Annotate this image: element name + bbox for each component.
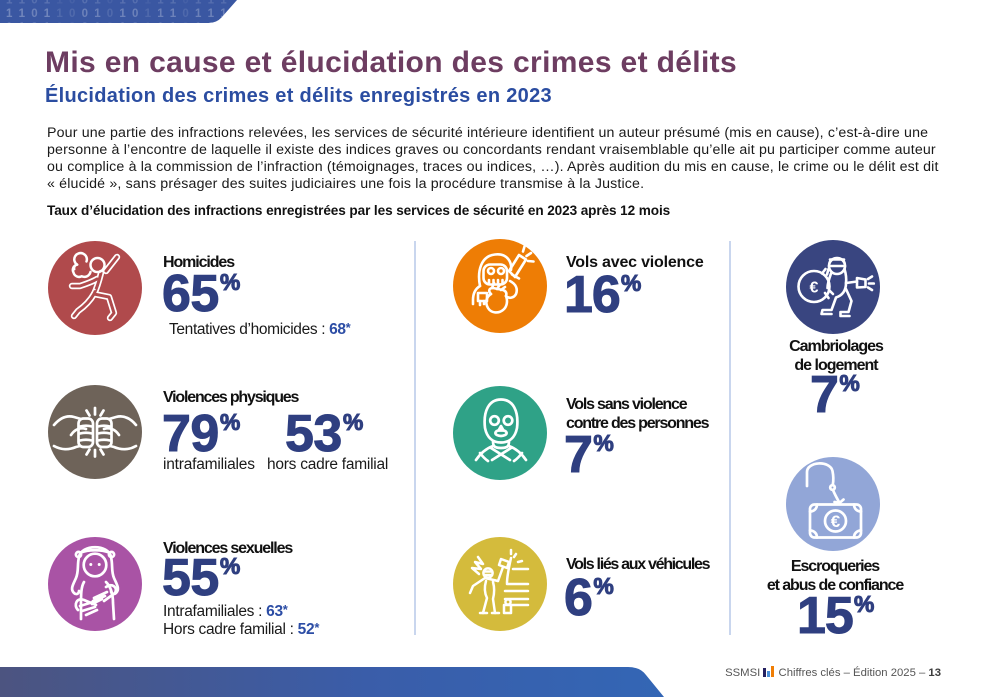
svg-text:0: 0 (31, 22, 37, 26)
svg-text:0: 0 (82, 22, 88, 26)
svg-text:1: 1 (94, 0, 101, 7)
svg-text:1: 1 (195, 8, 202, 20)
svg-text:1: 1 (19, 22, 26, 26)
svg-text:1: 1 (170, 22, 177, 26)
svg-text:1: 1 (157, 0, 164, 7)
svg-text:1: 1 (208, 0, 215, 7)
svg-text:0: 0 (107, 22, 113, 26)
svg-text:0: 0 (69, 8, 75, 20)
svg-text:1: 1 (220, 8, 227, 20)
svg-text:1: 1 (208, 8, 215, 20)
svg-text:1: 1 (44, 22, 51, 26)
svg-text:1: 1 (119, 0, 126, 7)
svg-text:1: 1 (195, 22, 202, 26)
svg-text:0: 0 (182, 0, 188, 7)
svg-text:0: 0 (132, 0, 138, 7)
svg-text:0: 0 (82, 8, 88, 20)
svg-text:0: 0 (69, 0, 75, 7)
svg-text:0: 0 (182, 22, 188, 26)
svg-text:0: 0 (107, 0, 113, 7)
svg-text:1: 1 (119, 22, 126, 26)
svg-text:1: 1 (220, 22, 227, 26)
svg-text:0: 0 (182, 8, 188, 20)
svg-text:1: 1 (6, 22, 13, 26)
svg-text:1: 1 (145, 0, 152, 7)
svg-text:1: 1 (94, 8, 101, 20)
svg-text:0: 0 (82, 0, 88, 7)
svg-text:1: 1 (170, 0, 177, 7)
svg-text:1: 1 (56, 22, 63, 26)
svg-text:0: 0 (132, 8, 138, 20)
svg-text:0: 0 (31, 8, 37, 20)
svg-text:1: 1 (195, 0, 202, 7)
svg-text:1: 1 (220, 0, 227, 7)
svg-text:1: 1 (56, 0, 63, 7)
svg-text:€: € (810, 280, 819, 297)
svg-text:0: 0 (107, 8, 113, 20)
svg-text:1: 1 (44, 0, 51, 7)
svg-text:1: 1 (44, 8, 51, 20)
svg-text:1: 1 (94, 22, 101, 26)
svg-text:0: 0 (132, 22, 138, 26)
svg-text:1: 1 (119, 8, 126, 20)
svg-text:0: 0 (69, 22, 75, 26)
svg-text:1: 1 (157, 22, 164, 26)
svg-text:1: 1 (19, 8, 26, 20)
svg-text:€: € (831, 512, 841, 531)
svg-text:1: 1 (56, 8, 63, 20)
svg-text:1: 1 (145, 8, 152, 20)
svg-text:1: 1 (6, 8, 13, 20)
svg-text:1: 1 (145, 22, 152, 26)
svg-text:1: 1 (170, 8, 177, 20)
svg-text:0: 0 (31, 0, 37, 7)
svg-text:1: 1 (208, 22, 215, 26)
svg-text:1: 1 (19, 0, 26, 7)
svg-text:1: 1 (157, 8, 164, 20)
svg-text:1: 1 (6, 0, 13, 7)
